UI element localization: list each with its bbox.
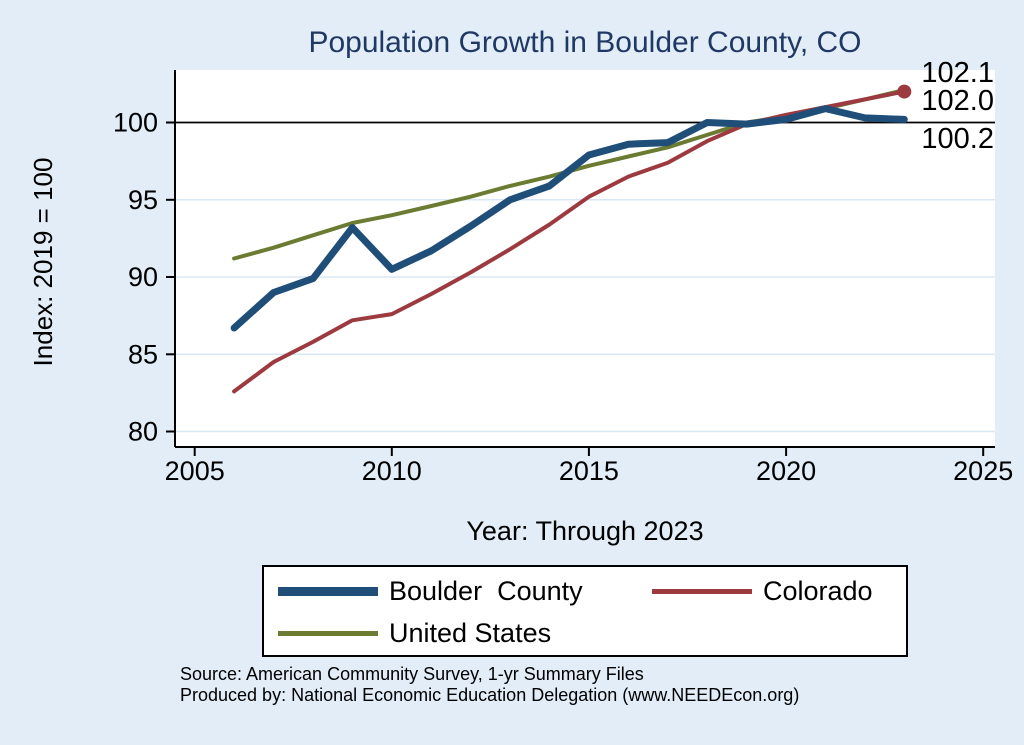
end-value-label: 102.0 <box>921 85 994 117</box>
x-tick-label: 2015 <box>559 456 619 486</box>
x-tick-label: 2020 <box>756 456 816 486</box>
source-note: Source: American Community Survey, 1-yr … <box>180 664 799 706</box>
y-tick-label: 100 <box>113 108 158 138</box>
legend-label-boulder-county: Boulder County <box>389 575 583 606</box>
end-marker-colorado <box>897 84 912 99</box>
series-line-boulder-county <box>230 105 908 332</box>
legend-swatch-boulder-county <box>278 586 378 596</box>
y-tick-label: 95 <box>128 185 158 215</box>
x-tick-label: 2010 <box>362 456 422 486</box>
y-tick-label: 90 <box>128 262 158 292</box>
legend-swatch-united-states <box>278 630 378 636</box>
legend-item-united-states: United States <box>278 615 551 651</box>
y-tick-label: 85 <box>128 339 158 369</box>
source-line-1: Source: American Community Survey, 1-yr … <box>180 664 644 684</box>
legend-swatch-colorado <box>652 588 752 594</box>
x-tick-label: 2025 <box>953 456 1013 486</box>
plot-area: 80 85 90 95 100 2005 2010 2015 2020 2025 102.1102.… <box>113 60 1013 486</box>
source-line-2: Produced by: National Economic Education… <box>180 685 800 705</box>
legend: Boulder County Colorado United States <box>262 565 908 657</box>
chart-title: Population Growth in Boulder County, CO <box>308 26 862 59</box>
legend-item-boulder-county: Boulder County <box>278 573 583 609</box>
end-value-label: 100.2 <box>921 123 994 155</box>
legend-label-colorado: Colorado <box>763 575 873 606</box>
y-tick-label: 80 <box>128 417 158 447</box>
legend-label-united-states: United States <box>389 617 552 648</box>
series-line-colorado <box>232 89 907 394</box>
x-axis-title: Year: Through 2023 <box>466 516 704 546</box>
legend-item-colorado: Colorado <box>652 573 873 609</box>
x-tick-label: 2005 <box>165 456 225 486</box>
end-value-label: 102.1 <box>921 60 994 89</box>
plot-background <box>175 70 995 447</box>
